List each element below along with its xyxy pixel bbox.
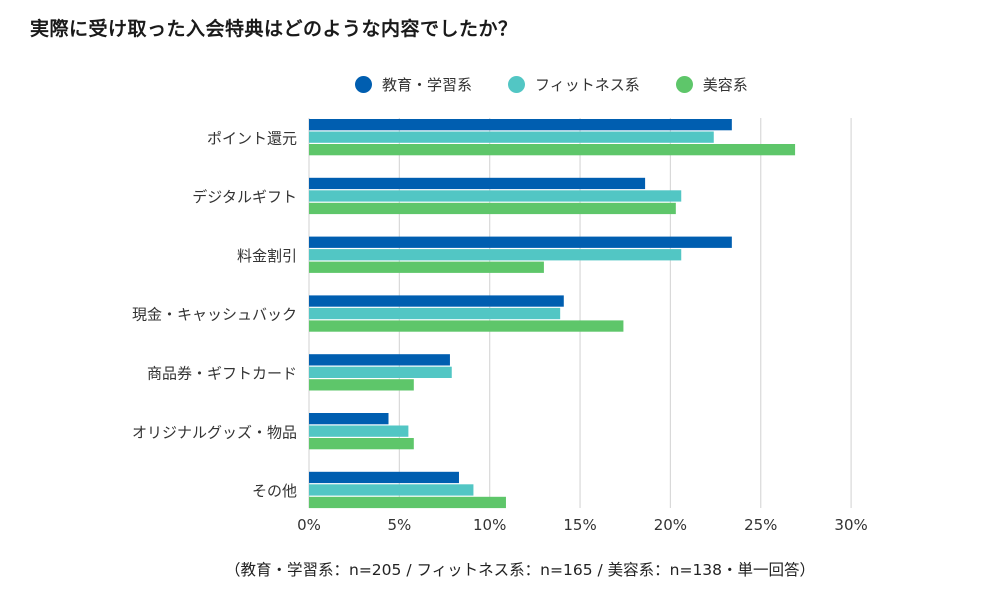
category-label: デジタルギフト	[192, 188, 297, 206]
bar	[309, 354, 450, 366]
chart-title: 実際に受け取った入会特典はどのような内容でしたか？	[30, 18, 518, 40]
x-tick-label: 0%	[297, 516, 321, 534]
x-tick-labels: 0% 5% 10% 15% 20% 25% 30%	[297, 516, 868, 534]
bar	[309, 496, 506, 509]
category-label: オリジナルグッズ・物品	[132, 423, 297, 441]
x-tick-label: 30%	[834, 516, 867, 534]
bar	[309, 131, 714, 143]
category-label: 商品券・ギフトカード	[147, 364, 297, 382]
bar	[309, 190, 682, 202]
category-label: その他	[252, 482, 297, 500]
category-labels: ポイント還元デジタルギフト料金割引現金・キャッシュバック商品券・ギフトカードオリ…	[132, 129, 297, 500]
x-tick-label: 10%	[473, 516, 506, 534]
bars	[309, 119, 796, 509]
bar	[309, 236, 732, 248]
legend-item-fitness: フィットネス系	[508, 74, 640, 95]
bar	[309, 144, 796, 156]
legend-label-beauty: 美容系	[702, 76, 748, 94]
x-tick-label: 20%	[654, 516, 687, 534]
legend-item-education: 教育・学習系	[355, 74, 472, 95]
x-tick-label: 25%	[744, 516, 777, 534]
bar	[309, 438, 414, 450]
bar	[309, 425, 409, 437]
legend: 教育・学習系 フィットネス系 美容系	[355, 74, 784, 95]
legend-label-fitness: フィットネス系	[535, 76, 640, 94]
bar	[309, 379, 414, 391]
category-label: 料金割引	[237, 247, 297, 265]
legend-label-education: 教育・学習系	[382, 76, 473, 94]
category-label: ポイント還元	[207, 129, 297, 147]
bar	[309, 249, 682, 261]
bar	[309, 307, 561, 320]
legend-dot-education	[355, 76, 372, 93]
bar	[309, 320, 624, 332]
legend-dot-fitness	[508, 76, 526, 93]
x-tick-label: 15%	[563, 516, 596, 534]
footnote: （教育・学習系：n=205 / フィットネス系：n=165 / 美容系：n=13…	[225, 561, 816, 579]
bar	[309, 261, 544, 273]
category-label: 現金・キャッシュバック	[132, 306, 297, 324]
legend-dot-beauty	[675, 76, 693, 93]
legend-item-beauty: 美容系	[675, 74, 748, 95]
bar	[309, 119, 732, 131]
x-tick-label: 5%	[387, 516, 411, 534]
bar	[309, 471, 459, 484]
bar	[309, 177, 646, 190]
bar	[309, 484, 474, 496]
bar	[309, 295, 564, 307]
bar	[309, 413, 389, 425]
bar	[309, 202, 676, 215]
bar	[309, 366, 452, 378]
